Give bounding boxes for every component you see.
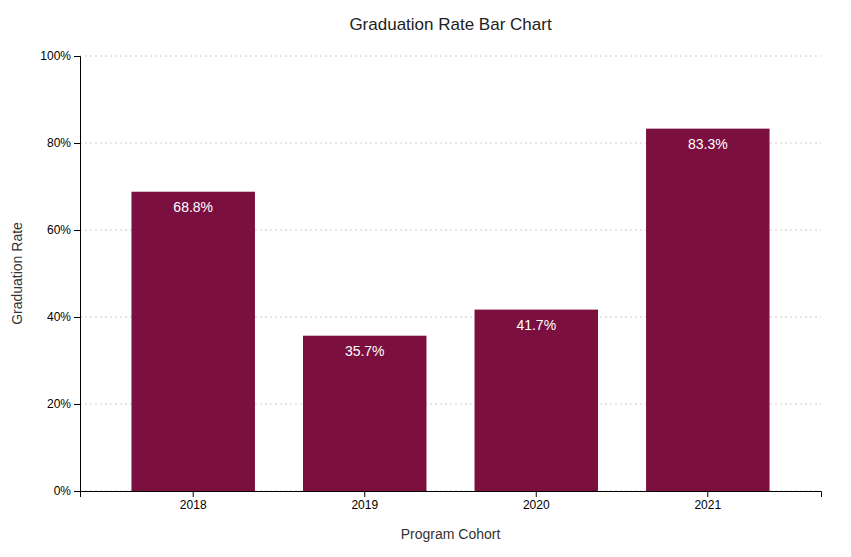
- x-axis: 2018 2019 2020 2021: [81, 491, 822, 512]
- y-tick-mark: [74, 56, 80, 57]
- y-tick-label: 20%: [47, 397, 71, 411]
- x-tick: 2018: [180, 491, 207, 512]
- y-tick-label: 60%: [47, 223, 71, 237]
- y-axis: 0% 20% 40% 60% 80% 100%: [40, 49, 80, 498]
- x-tick-label: 2021: [694, 498, 721, 512]
- y-tick-mark: [74, 317, 80, 318]
- y-axis-title: Graduation Rate: [9, 222, 25, 325]
- y-axis-line: [74, 57, 81, 492]
- x-tick: 2020: [523, 491, 550, 512]
- y-tick-label: 80%: [47, 136, 71, 150]
- x-tick: 2021: [694, 491, 721, 512]
- y-tick-label: 0%: [54, 484, 72, 498]
- data-label: 41.7%: [516, 317, 556, 333]
- x-tick-label: 2020: [523, 498, 550, 512]
- plot: 68.8% 35.7% 41.7% 83.3% 0% 20% 40% 60% 80% 100% 20…: [40, 49, 821, 511]
- x-tick-label: 2019: [351, 498, 378, 512]
- x-tick-label: 2018: [180, 498, 207, 512]
- x-tick-mark: [193, 491, 194, 497]
- x-axis-line: [81, 492, 822, 498]
- data-label: 83.3%: [688, 136, 728, 152]
- bar: [646, 129, 770, 491]
- x-tick: 2019: [351, 491, 378, 512]
- bar: [475, 310, 599, 491]
- y-tick-mark: [74, 404, 80, 405]
- x-tick-mark: [364, 491, 365, 497]
- y-tick-mark: [74, 491, 80, 492]
- y-tick: 80%: [47, 136, 80, 150]
- x-axis-title: Program Cohort: [401, 526, 501, 542]
- bars: [131, 129, 769, 491]
- data-label: 35.7%: [345, 343, 385, 359]
- data-labels: 68.8% 35.7% 41.7% 83.3%: [173, 136, 727, 359]
- bar: [303, 336, 427, 491]
- y-tick: 0%: [54, 484, 80, 498]
- y-tick-mark: [74, 230, 80, 231]
- title: Graduation Rate Bar Chart: [349, 15, 551, 34]
- y-tick: 40%: [47, 310, 80, 324]
- data-label: 68.8%: [173, 199, 213, 215]
- bar: [131, 192, 255, 491]
- y-tick-label: 40%: [47, 310, 71, 324]
- y-tick: 100%: [40, 49, 80, 63]
- grid-line: [80, 56, 821, 57]
- y-tick-label: 100%: [40, 49, 71, 63]
- chart: 68.8% 35.7% 41.7% 83.3% 0% 20% 40% 60% 80% 100% 20…: [0, 0, 851, 557]
- y-tick-mark: [74, 143, 80, 144]
- x-tick-mark: [536, 491, 537, 497]
- x-tick-mark: [707, 491, 708, 497]
- y-tick: 60%: [47, 223, 80, 237]
- grid: [80, 56, 821, 491]
- y-tick: 20%: [47, 397, 80, 411]
